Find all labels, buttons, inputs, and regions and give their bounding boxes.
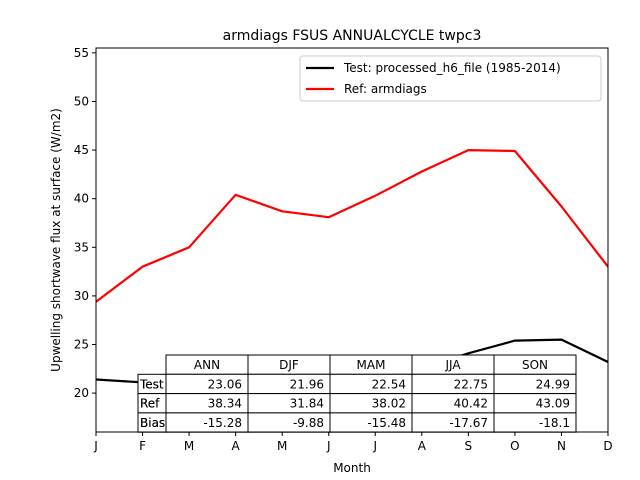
legend-box (299, 55, 602, 102)
table-value: 38.02 (372, 397, 406, 411)
table-value: 22.54 (372, 377, 406, 391)
table-value: 21.96 (290, 377, 324, 391)
table-value: 40.42 (454, 397, 488, 411)
x-tick-label: A (232, 439, 241, 453)
table-value: 23.06 (208, 377, 242, 391)
y-tick-label: 50 (74, 94, 89, 108)
y-tick-label: 25 (74, 338, 89, 352)
y-axis-label: Upwelling shortwave flux at surface (W/m… (49, 108, 63, 372)
legend-label: Test: processed_h6_file (1985-2014) (343, 61, 561, 75)
x-tick-label: M (184, 439, 194, 453)
table-header-jja: JJA (444, 358, 461, 372)
table-value: -15.48 (367, 416, 406, 430)
x-axis-label: Month (333, 461, 371, 475)
table-value: 22.75 (454, 377, 488, 391)
table-value: 43.09 (536, 397, 570, 411)
x-tick-label: S (465, 439, 473, 453)
table-value: -15.28 (203, 416, 242, 430)
series-line-ref (96, 149, 608, 303)
table-header-ann: ANN (194, 358, 220, 372)
x-tick-label: J (372, 439, 377, 453)
x-tick-label: F (139, 439, 146, 453)
x-tick-label: N (557, 439, 566, 453)
y-tick-label: 55 (74, 46, 89, 60)
table-value: -17.67 (449, 416, 488, 430)
y-tick-label: 40 (74, 192, 89, 206)
table-value: 38.34 (208, 397, 242, 411)
y-tick-label: 20 (74, 386, 89, 400)
table-header-son: SON (522, 358, 548, 372)
table-row-label-overlay: Bias (140, 416, 165, 430)
x-tick-label: M (277, 439, 287, 453)
x-tick-label: O (510, 439, 519, 453)
table-value: 24.99 (536, 377, 570, 391)
chart-title: armdiags FSUS ANNUALCYCLE twpc3 (223, 28, 482, 44)
table-row-label-ref: Ref (140, 397, 160, 411)
y-tick-label: 30 (74, 289, 89, 303)
table-value: -18.1 (539, 416, 570, 430)
y-tick-label: 45 (74, 143, 89, 157)
plot-frame (95, 47, 609, 433)
table-row-label-overlay: Test (139, 377, 164, 391)
table-row-label-bias: Bias (140, 416, 165, 430)
table-header-djf: DJF (279, 358, 299, 372)
x-tick-label: J (326, 439, 331, 453)
table-header-mam: MAM (357, 358, 386, 372)
table-value: 31.84 (290, 397, 324, 411)
table-row-label-overlay: Ref (140, 397, 160, 411)
table-row-label-test: Test (139, 377, 164, 391)
x-tick-label: D (603, 439, 612, 453)
table-value: -9.88 (293, 416, 324, 430)
x-tick-label: J (93, 439, 98, 453)
x-tick-label: A (418, 439, 427, 453)
y-tick-label: 35 (74, 240, 89, 254)
legend-label: Ref: armdiags (344, 82, 427, 96)
